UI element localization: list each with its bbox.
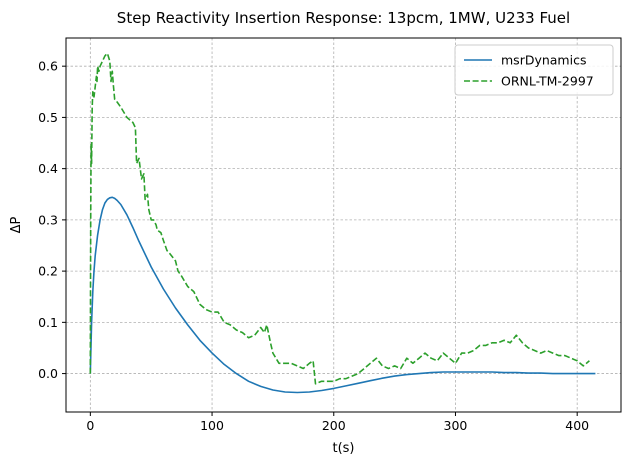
legend-box — [454, 44, 614, 96]
y-tick-label: 0.0 — [38, 366, 58, 381]
y-tick-label: 0.3 — [38, 212, 58, 227]
x-tick-label: 0 — [86, 418, 94, 433]
x-tick-label: 400 — [565, 418, 589, 433]
chart-title: Step Reactivity Insertion Response: 13pc… — [117, 9, 570, 27]
series-line-msrdynamics — [89, 196, 596, 394]
series-line-ornl-tm-2997 — [89, 52, 590, 385]
x-tick-label: 100 — [200, 418, 224, 433]
x-tick-label: 200 — [322, 418, 346, 433]
x-axis-label: t(s) — [332, 441, 354, 456]
legend: msrDynamics ORNL-TM-2997 — [454, 44, 614, 96]
x-tick-label: 300 — [444, 418, 468, 433]
y-tick-label: 0.4 — [38, 161, 58, 176]
legend-label: ORNL-TM-2997 — [501, 74, 594, 89]
legend-label: msrDynamics — [501, 53, 586, 68]
y-tick-label: 0.5 — [38, 110, 58, 125]
series-lines — [89, 52, 596, 394]
y-tick-label: 0.2 — [38, 264, 58, 279]
y-tick-label: 0.1 — [38, 315, 58, 330]
axis-ticks: 0 100 200 300 400 0.0 0.1 0.2 0.3 0.4 0.5 0.6 — [38, 59, 589, 433]
y-axis-label: ΔP — [9, 216, 24, 233]
y-tick-label: 0.6 — [38, 59, 58, 74]
plot-area-frame — [65, 37, 622, 413]
